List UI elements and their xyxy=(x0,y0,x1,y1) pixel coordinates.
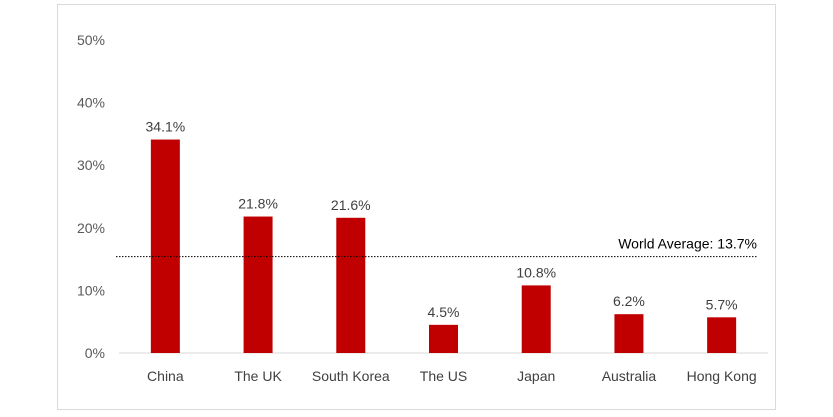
bar xyxy=(707,317,737,353)
data-label: 10.8% xyxy=(516,264,556,280)
data-label: 6.2% xyxy=(613,293,645,309)
data-labels: 34.1% 21.8% 21.6% 4.5% 10.8% 6.2% 5.7% xyxy=(146,119,738,320)
y-tick-label: 30% xyxy=(77,157,105,173)
data-label: 34.1% xyxy=(146,119,186,135)
bars xyxy=(150,139,737,353)
data-label: 21.8% xyxy=(238,196,278,212)
x-axis: China The UK South Korea The US Japan Austral… xyxy=(147,368,757,384)
y-axis: 0% 10% 20% 30% 40% 50% xyxy=(77,32,105,361)
bar xyxy=(521,285,551,353)
bar xyxy=(429,324,458,353)
bar xyxy=(336,217,366,353)
y-tick-label: 0% xyxy=(85,345,105,361)
bar xyxy=(614,314,644,353)
world-average-label: World Average: 13.7% xyxy=(618,236,757,252)
data-label: 5.7% xyxy=(706,296,738,312)
y-tick-label: 10% xyxy=(77,282,105,298)
x-tick-label: Japan xyxy=(517,368,555,384)
bar xyxy=(243,216,273,353)
y-tick-label: 40% xyxy=(77,95,105,111)
y-tick-label: 20% xyxy=(77,220,105,236)
data-label: 4.5% xyxy=(428,304,460,320)
x-tick-label: Australia xyxy=(602,368,657,384)
x-tick-label: The US xyxy=(420,368,467,384)
y-tick-label: 50% xyxy=(77,32,105,48)
x-tick-label: Hong Kong xyxy=(687,368,757,384)
x-tick-label: South Korea xyxy=(312,368,390,384)
bar xyxy=(150,139,180,353)
data-label: 21.6% xyxy=(331,197,371,213)
x-tick-label: China xyxy=(147,368,184,384)
x-tick-label: The UK xyxy=(234,368,282,384)
